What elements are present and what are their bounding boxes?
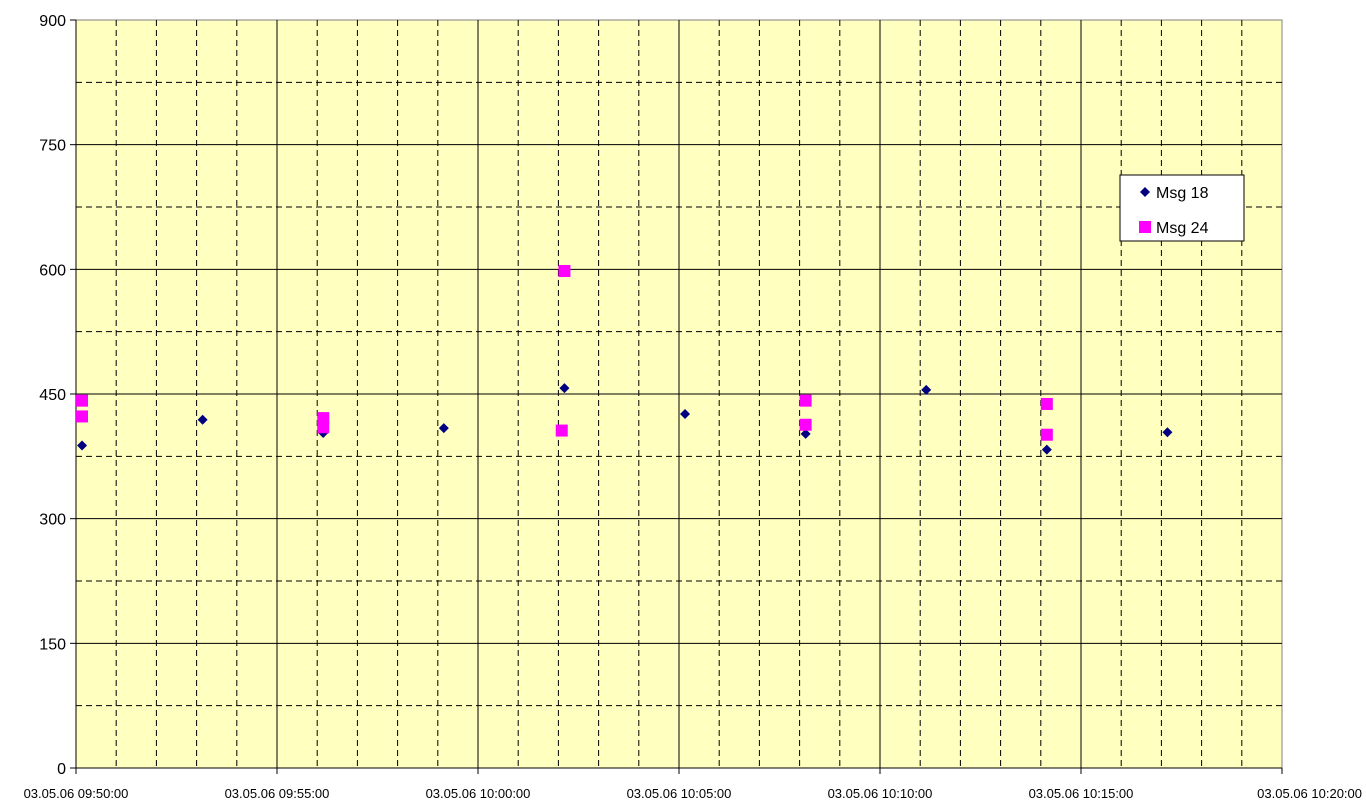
x-tick-label: 03.05.06 09:55:00	[225, 786, 330, 801]
y-tick-label: 450	[39, 387, 66, 404]
x-tick-label: 03.05.06 10:15:00	[1029, 786, 1134, 801]
x-tick-label: 03.05.06 10:00:00	[426, 786, 531, 801]
x-tick-label: 03.05.06 10:05:00	[627, 786, 732, 801]
y-tick-label: 0	[57, 761, 66, 778]
data-point	[1041, 444, 1052, 455]
y-tick-label: 300	[39, 512, 66, 529]
data-points	[76, 264, 1173, 455]
data-point	[76, 410, 89, 423]
data-point	[559, 383, 570, 394]
data-point	[1040, 397, 1053, 410]
legend-label: Msg 24	[1156, 220, 1209, 237]
axes	[70, 19, 1283, 774]
data-point	[921, 384, 932, 395]
data-point	[1162, 427, 1173, 438]
data-point	[1040, 428, 1053, 441]
data-point	[800, 428, 811, 439]
y-tick-label: 750	[39, 138, 66, 155]
data-point	[799, 394, 812, 407]
data-point	[77, 440, 88, 451]
legend-box	[1119, 174, 1245, 242]
legend-marker	[1140, 187, 1150, 197]
y-tick-label: 600	[39, 262, 66, 279]
y-tick-label: 900	[39, 13, 66, 30]
legend: Msg 18 Msg 24	[1119, 174, 1245, 242]
x-tick-label: 03.05.06 09:50:00	[24, 786, 129, 801]
data-point	[558, 264, 571, 277]
tick-labels: 0 150 300 450 600 750 900 03.05.06 09:50:00 03.0…	[24, 13, 1362, 801]
data-point	[197, 414, 208, 425]
x-tick-label: 03.05.06 10:10:00	[828, 786, 933, 801]
y-tick-label: 150	[39, 636, 66, 653]
data-point	[438, 423, 449, 434]
legend-marker	[1139, 221, 1151, 233]
grid-lines	[76, 20, 1282, 768]
legend-label: Msg 18	[1156, 185, 1209, 202]
x-tick-label: 03.05.06 10:20:00	[1257, 786, 1362, 801]
data-point	[76, 394, 89, 407]
data-point	[555, 424, 568, 437]
data-point	[317, 421, 330, 434]
data-point	[317, 412, 330, 425]
data-point	[680, 408, 691, 419]
data-point	[799, 418, 812, 431]
